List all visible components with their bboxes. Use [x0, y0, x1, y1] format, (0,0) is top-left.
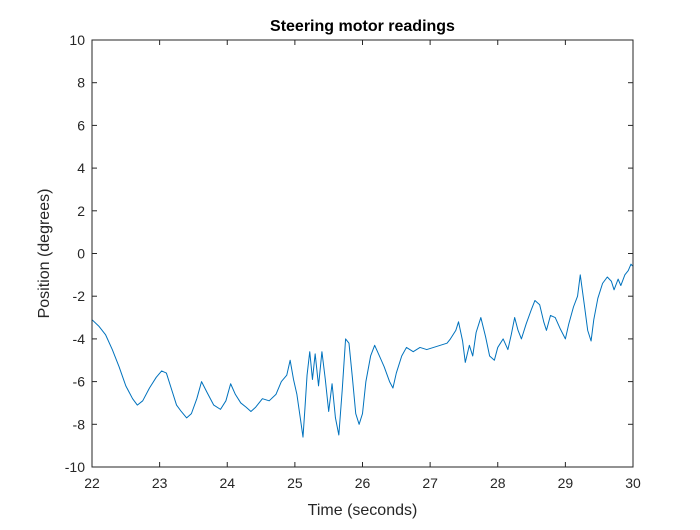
x-tick-label: 29	[558, 475, 574, 491]
x-tick-label: 30	[625, 475, 641, 491]
x-tick-label: 24	[219, 475, 235, 491]
y-tick-label: 2	[77, 203, 85, 219]
y-tick-label: 10	[69, 32, 85, 48]
x-tick-label: 25	[287, 475, 303, 491]
x-tick-label: 28	[490, 475, 506, 491]
x-tick-label: 27	[422, 475, 438, 491]
x-tick-label: 26	[355, 475, 371, 491]
x-tick-label: 22	[84, 475, 100, 491]
x-axis-label: Time (seconds)	[308, 502, 418, 519]
y-tick-label: 4	[77, 160, 85, 176]
y-axis-label: Position (degrees)	[36, 189, 53, 319]
series-line	[91, 263, 634, 438]
y-tick-label: -4	[73, 331, 86, 347]
x-tick-labels: 22 23 24 25 26 27 28 29 30	[84, 475, 641, 491]
y-tick-label: -8	[73, 416, 86, 432]
y-tick-labels: -10 -8 -6 -4 -2 0 2 4 6 8 10	[65, 32, 85, 475]
plot-area	[92, 40, 633, 467]
y-tick-label: 6	[77, 117, 85, 133]
y-tick-label: -10	[65, 459, 85, 475]
x-tick-label: 23	[152, 475, 168, 491]
axes-box	[91, 39, 634, 468]
y-tick-label: -6	[73, 374, 86, 390]
y-tick-label: 8	[77, 75, 85, 91]
y-tick-label: -2	[73, 288, 86, 304]
chart-title: Steering motor readings	[270, 18, 455, 35]
y-tick-label: 0	[77, 246, 85, 262]
